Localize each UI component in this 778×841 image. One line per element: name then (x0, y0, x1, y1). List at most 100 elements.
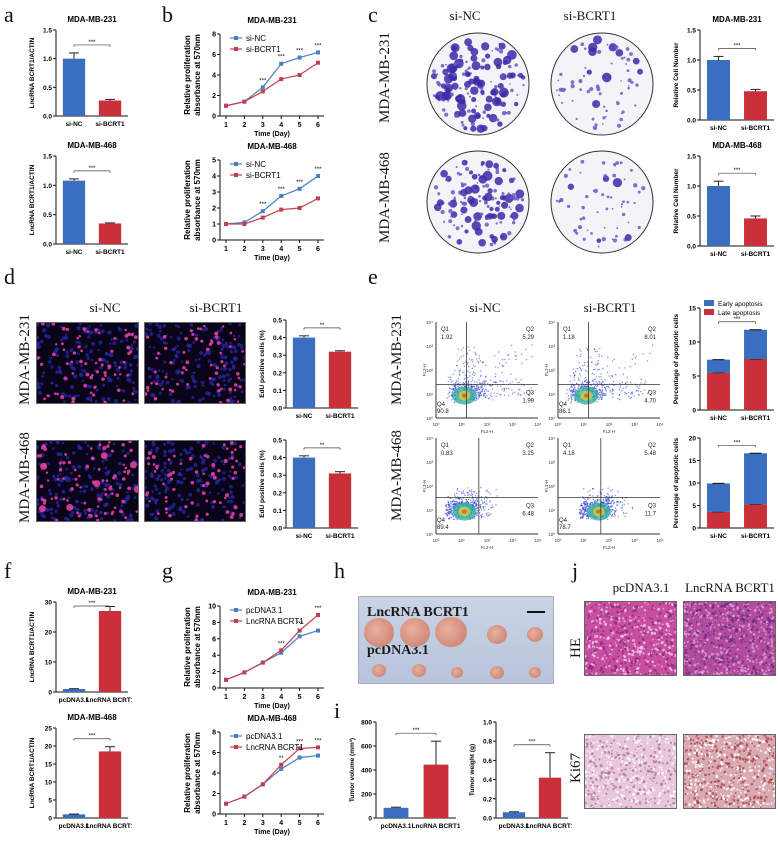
svg-text:5: 5 (298, 246, 302, 253)
svg-text:20: 20 (45, 630, 53, 637)
edu-image-468-sinc (36, 440, 139, 522)
svg-text:1: 1 (224, 694, 228, 701)
significance-marker: ** (320, 443, 325, 449)
he-image-lnc (683, 601, 776, 676)
y-axis-label: absorbance at 570nm (193, 159, 202, 241)
bar-segment (744, 504, 767, 528)
svg-text:400: 400 (361, 768, 372, 775)
svg-text:0.8: 0.8 (483, 739, 492, 746)
x-tick-label: si-NC (710, 415, 727, 422)
tumor-specimen (527, 627, 543, 642)
x-axis-label: Time (Day) (254, 703, 290, 710)
data-point (224, 222, 228, 226)
y-axis-label: Percentage of apoptotic cells (673, 313, 680, 404)
data-point (224, 104, 228, 108)
y-axis-label: FL3-H (544, 480, 549, 493)
svg-text:5: 5 (692, 374, 696, 381)
svg-text:4: 4 (212, 73, 216, 80)
svg-text:2: 2 (212, 93, 216, 100)
scale-bar (527, 611, 545, 613)
row-label-mda468: MDA-MB-468 (389, 431, 405, 521)
significance-marker: *** (88, 601, 96, 607)
svg-text:15: 15 (45, 762, 53, 769)
x-axis-label: Time (Day) (254, 829, 290, 836)
bar (293, 458, 315, 528)
svg-text:20: 20 (689, 436, 697, 443)
svg-text:0: 0 (368, 816, 372, 823)
panel-label-d: d (4, 264, 15, 290)
svg-text:10³: 10³ (509, 538, 516, 543)
svg-text:10¹: 10¹ (426, 392, 433, 397)
legend-label: pcDNA3.1 (246, 732, 283, 741)
svg-text:4: 4 (279, 820, 283, 827)
data-point (316, 629, 320, 633)
x-tick-label: si-NC (296, 533, 313, 540)
svg-text:8: 8 (212, 730, 216, 737)
chart-title: MDA-MB-231 (67, 587, 117, 596)
significance-marker: *** (314, 43, 322, 49)
row-label-mda468: MDA-MB-468 (17, 433, 33, 523)
panel-label-f: f (4, 558, 11, 584)
y-axis-label: EdU positive cells (%) (259, 450, 266, 518)
svg-text:Q2: Q2 (648, 327, 657, 333)
q1-value: 1.92 (441, 335, 453, 341)
x-tick-label: si-BCRT1 (325, 413, 355, 420)
data-point (242, 795, 246, 799)
series-line (226, 747, 318, 803)
data-point (279, 208, 283, 212)
colony-plate-231-sinc (426, 32, 530, 136)
svg-text:10²: 10² (606, 538, 613, 543)
data-point (261, 782, 265, 786)
svg-text:5: 5 (298, 820, 302, 827)
svg-text:10³: 10³ (631, 422, 638, 427)
col-label-pcdna: pcDNA3.1 (596, 580, 686, 596)
series-line (226, 63, 318, 106)
svg-text:10²: 10² (484, 422, 491, 427)
svg-text:6: 6 (316, 246, 320, 253)
y-axis-label: FL3-H (422, 480, 427, 493)
x-tick-label: si-NC (710, 251, 727, 258)
row-label-mda231: MDA-MB-231 (389, 315, 405, 405)
data-point (279, 62, 283, 66)
svg-text:4: 4 (212, 771, 216, 778)
x-tick-label: si-BCRT1 (741, 533, 771, 540)
svg-text:10⁴: 10⁴ (426, 436, 433, 441)
bar (503, 812, 525, 818)
svg-text:1.0: 1.0 (43, 183, 52, 190)
q4-value: 89.4 (437, 525, 449, 531)
tumor-specimen (435, 617, 467, 647)
col-label-si-nc: si-NC (60, 300, 150, 316)
chart-title: MDA-MB-231 (712, 15, 762, 24)
svg-text:0.4: 0.4 (273, 335, 282, 342)
x-axis-label: FL2-H (603, 545, 616, 550)
svg-text:0: 0 (692, 408, 696, 415)
row-label-mda468: MDA-MB-468 (377, 153, 393, 243)
svg-text:0.6: 0.6 (483, 758, 492, 765)
svg-text:10¹: 10¹ (580, 422, 587, 427)
significance-marker: *** (314, 606, 322, 612)
svg-text:Q4: Q4 (559, 518, 568, 524)
edu-image-231-sinc (36, 322, 139, 404)
x-axis-label: Time (Day) (254, 131, 290, 138)
colony-plate-468-sibcrt1 (550, 150, 654, 254)
bar (99, 751, 121, 818)
svg-text:10¹: 10¹ (458, 422, 465, 427)
series-line (226, 756, 318, 804)
legend-label: Early apoptosis (718, 301, 763, 308)
data-point (298, 634, 302, 638)
legend-label: si-NC (246, 34, 266, 43)
svg-text:4: 4 (279, 246, 283, 253)
y-axis-label: Relative proliferation (183, 607, 192, 687)
svg-text:10⁰: 10⁰ (548, 416, 555, 421)
q4-value: 90.8 (437, 409, 449, 415)
panel-label-c: c (368, 2, 378, 28)
bar (99, 223, 121, 244)
svg-text:3: 3 (212, 190, 216, 197)
col-label-si-nc: si-NC (420, 8, 510, 24)
row-label-ki67: Ki67 (568, 748, 584, 788)
